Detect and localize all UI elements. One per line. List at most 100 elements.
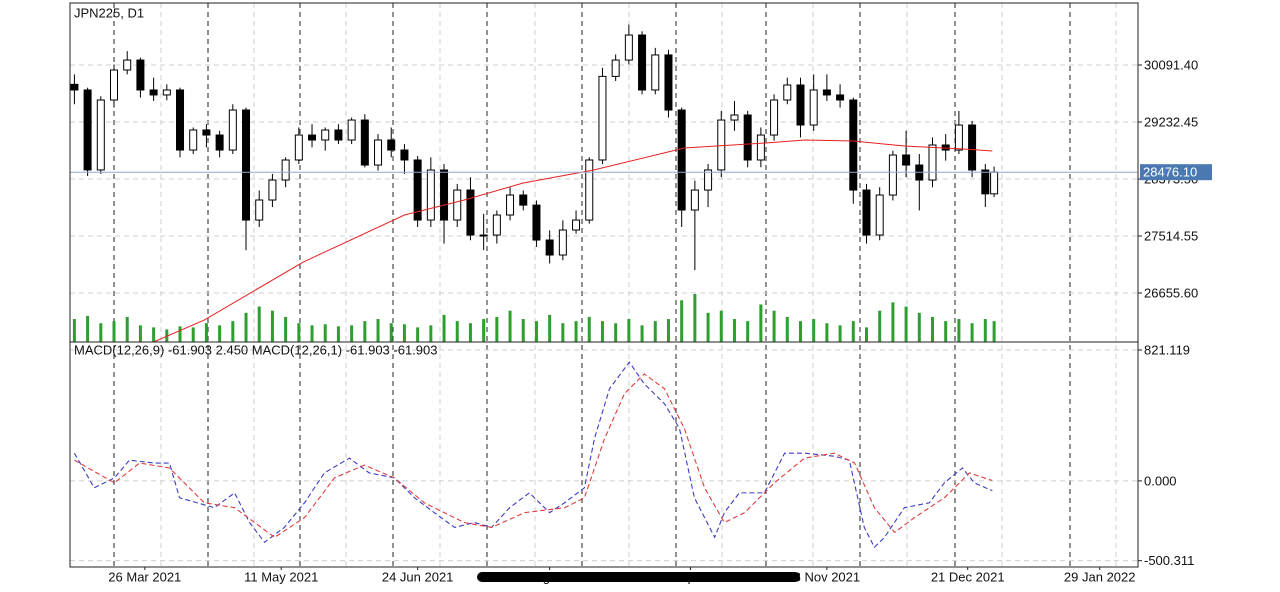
candle-body [902,154,911,166]
candle-body [770,99,779,136]
volume-bar [152,327,156,342]
candle-body [611,59,620,77]
volume-bar [917,312,921,342]
macd-line [74,373,993,539]
candle-body [875,194,884,236]
x-tick-label: 26 Mar 2021 [108,569,181,584]
volume-bar [838,325,842,342]
current-price-box [1140,164,1212,181]
volume-bar [350,325,354,342]
volume-bar [772,310,776,342]
volume-bar [798,321,802,342]
candle-body [928,144,937,181]
volume-bar [363,321,367,342]
price-panel [70,24,1138,342]
volume-bar [125,316,129,342]
x-tick-label: 29 Jan 2022 [1064,569,1136,584]
volume-bar [548,314,552,342]
volume-bar [864,327,868,342]
volume-bar [191,327,195,342]
candle-body [110,69,119,101]
candle-body [387,139,396,151]
volume-bar [389,323,393,342]
candle-body [532,204,541,241]
volume-bar [297,323,301,342]
volume-bar [468,323,472,342]
volume-bar [693,294,697,342]
candle-body [242,109,251,221]
candle-body [598,75,607,161]
candle-body [176,89,185,151]
volume-bar [218,325,222,342]
volume-bar [244,312,248,342]
candle-body [123,59,132,71]
volume-bar [957,319,961,342]
moving-average [153,139,993,342]
volume-bar [653,321,657,342]
candle-body [413,159,422,221]
volume-bar [495,316,499,342]
candle-body [426,169,435,221]
y-tick-label: 821.119 [1144,342,1190,357]
candle-body [360,119,369,166]
volume-bar [204,323,208,342]
volume-bar [178,326,182,342]
candle-body [334,129,343,141]
candle-body [136,59,145,91]
volume-bar [944,321,948,342]
candle-body [990,171,999,195]
volume-bar [666,319,670,342]
candle-body [783,84,792,101]
volume-bar [270,310,274,342]
volume-bar [930,316,934,342]
candle-body [308,134,317,141]
candle-body [717,119,726,171]
candle-body [83,89,92,171]
volume-bar [587,316,591,342]
plot-area [73,361,993,549]
candle-body [690,189,699,211]
candle-body [704,169,713,191]
volume-bar [732,319,736,342]
candle-body [849,99,858,191]
gesture-bar [477,572,800,582]
volume-bar [112,321,116,342]
volume-bar [614,323,618,342]
volume-bar [376,319,380,342]
macd-frame [69,341,1139,568]
candle-body [730,114,739,121]
volume-bar [574,321,578,342]
candle-body [981,169,990,195]
candle-body [519,194,528,206]
candle-body [862,189,871,236]
volume-bar [72,319,76,342]
volume-bar [851,321,855,342]
volume-bar [86,315,90,342]
volume-bar [719,310,723,342]
y-tick-label: 27514.55 [1144,228,1198,243]
candle-body [294,134,303,161]
candle-body [281,159,290,181]
macd-panel [70,349,1138,562]
volume-bar [442,314,446,342]
volume-bar [455,321,459,342]
candle-body [479,234,488,237]
volume-bar [508,310,512,342]
volume-bar [904,306,908,342]
volume-bar [429,325,433,342]
volume-bar [561,323,565,342]
volume-bar [891,302,895,342]
volume-bar [336,326,340,342]
chart-title: JPN225, D1 [74,5,144,20]
candle-body [162,89,171,96]
volume-bar [521,319,525,342]
candle-body [756,134,765,161]
candle-body [215,134,224,151]
candle-body [268,179,277,201]
candle-body [651,54,660,91]
candle-body [743,114,752,161]
candle-body [796,84,805,126]
candle-body [440,169,449,221]
volume-bar [534,321,538,342]
candle-body [70,83,79,91]
